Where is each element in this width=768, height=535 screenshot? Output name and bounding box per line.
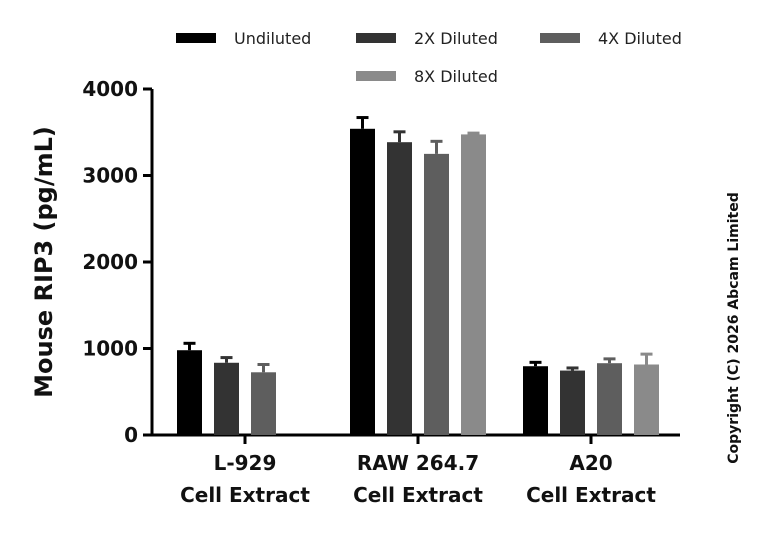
- x-category-label: A20: [569, 451, 612, 475]
- y-tick-label: 2000: [82, 250, 138, 274]
- bar: [597, 363, 622, 435]
- x-category-sublabel: Cell Extract: [526, 483, 656, 507]
- x-category-label: L-929: [214, 451, 277, 475]
- y-axis-label: Mouse RIP3 (pg/mL): [30, 126, 58, 398]
- legend-label: Undiluted: [234, 29, 311, 48]
- bar: [177, 350, 202, 435]
- legend-swatch: [176, 33, 216, 43]
- bar: [560, 370, 585, 435]
- bar: [350, 128, 375, 436]
- legend-swatch: [356, 33, 396, 43]
- bar: [461, 134, 486, 435]
- y-tick-label: 3000: [82, 164, 138, 188]
- bar: [424, 153, 449, 435]
- copyright-text: Copyright (C) 2026 Abcam Limited: [726, 192, 742, 463]
- y-tick-label: 4000: [82, 77, 138, 101]
- bar: [214, 362, 239, 435]
- legend: Undiluted 2X Diluted 4X Diluted 8X Diluted: [176, 29, 682, 86]
- y-axis: 0 1000 2000 3000 4000: [82, 77, 154, 447]
- y-tick-label: 0: [124, 423, 138, 447]
- bar: [634, 364, 659, 435]
- x-category-label: RAW 264.7: [357, 451, 479, 475]
- x-axis: L-929 Cell Extract RAW 264.7 Cell Extract A2…: [152, 433, 680, 507]
- legend-swatch: [356, 71, 396, 81]
- legend-label: 4X Diluted: [598, 29, 682, 48]
- x-category-sublabel: Cell Extract: [180, 483, 310, 507]
- error-bars: [183, 116, 653, 373]
- bars: [177, 128, 659, 436]
- bar: [387, 142, 412, 435]
- y-tick-label: 1000: [82, 337, 138, 361]
- bar: [251, 372, 276, 435]
- legend-label: 8X Diluted: [414, 67, 498, 86]
- legend-swatch: [540, 33, 580, 43]
- bar: [523, 366, 548, 435]
- legend-label: 2X Diluted: [414, 29, 498, 48]
- x-category-sublabel: Cell Extract: [353, 483, 483, 507]
